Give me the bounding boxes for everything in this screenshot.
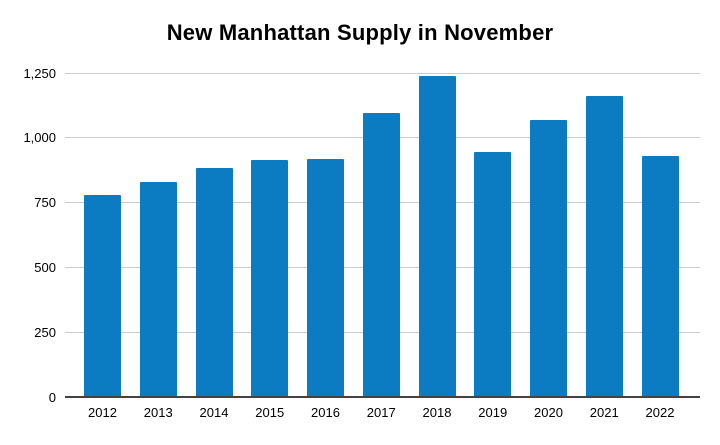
x-axis-line — [65, 396, 700, 398]
bar-2022 — [641, 155, 679, 397]
bar-2015 — [251, 159, 289, 397]
bar-2012 — [84, 194, 121, 397]
bar-2019 — [474, 152, 512, 397]
bar-2017 — [362, 113, 400, 397]
x-axis-tick-label: 2021 — [589, 405, 619, 420]
x-axis-tick-label: 2022 — [645, 405, 675, 420]
x-axis-tick-label: 2014 — [199, 405, 229, 420]
bar-2018 — [418, 75, 456, 397]
bar-2016 — [307, 158, 344, 397]
y-axis-tick-label: 1,000 — [23, 130, 56, 146]
x-axis: 2012 2013 2014 2015 2016 2017 2018 2019 2020 2021… — [65, 405, 700, 425]
y-axis-tick-label: 1,250 — [23, 65, 56, 81]
plot-area — [65, 72, 700, 398]
y-axis-tick-label: 0 — [48, 389, 56, 405]
x-axis-tick-label: 2019 — [478, 405, 508, 420]
bar-2014 — [195, 167, 233, 397]
y-axis: 0 250 500 750 1,000 1,250 — [0, 66, 56, 405]
bar-2013 — [139, 181, 177, 397]
y-axis-tick-label: 500 — [34, 259, 56, 275]
y-axis-tick-label: 250 — [34, 324, 56, 340]
x-axis-tick-label: 2015 — [255, 405, 285, 420]
gridline — [65, 72, 700, 74]
bar-2021 — [585, 95, 623, 397]
x-axis-tick-label: 2017 — [366, 405, 396, 420]
x-axis-tick-label: 2016 — [311, 405, 340, 420]
x-axis-tick-label: 2013 — [143, 405, 173, 420]
y-axis-tick-label: 750 — [34, 195, 56, 211]
x-axis-tick-label: 2020 — [534, 405, 563, 420]
chart-title: New Manhattan Supply in November — [166, 20, 554, 45]
bar-2020 — [530, 120, 567, 397]
x-axis-tick-label: 2018 — [422, 405, 452, 420]
x-axis-tick-label: 2012 — [88, 405, 117, 420]
